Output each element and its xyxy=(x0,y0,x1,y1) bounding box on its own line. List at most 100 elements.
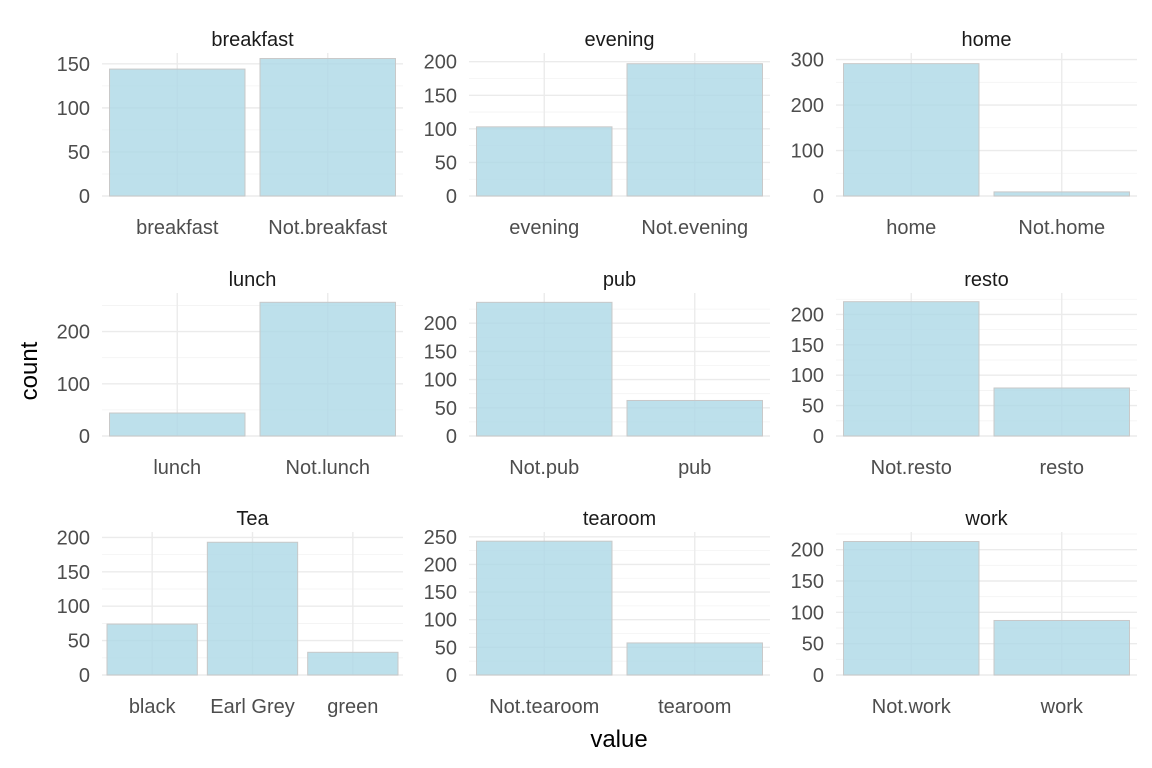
x-tick-label: work xyxy=(1040,696,1084,718)
x-tick-label: Not.lunch xyxy=(286,457,371,479)
x-tick-label: tearoom xyxy=(658,696,731,718)
y-tick-label: 0 xyxy=(446,665,457,687)
bar xyxy=(626,642,763,676)
y-tick-label: 0 xyxy=(79,665,90,687)
y-tick-label: 200 xyxy=(791,304,824,326)
x-tick-label: green xyxy=(327,696,378,718)
y-tick-label: 50 xyxy=(435,637,457,659)
facet-tearoom: 0 50 100 150 200 250 Not.tearoom tearoom tearoom xyxy=(424,508,770,718)
y-tick-label: 150 xyxy=(791,571,824,593)
bar xyxy=(843,301,980,437)
bar xyxy=(843,63,980,197)
y-tick-label: 0 xyxy=(79,426,90,448)
y-tick-label: 150 xyxy=(424,582,457,604)
x-tick-label: resto xyxy=(1040,457,1084,479)
facet-breakfast: 0 50 100 150 breakfast Not.breakfast breakfast xyxy=(57,29,403,239)
x-tick-label: Not.tearoom xyxy=(489,696,599,718)
y-tick-label: 150 xyxy=(57,562,90,584)
y-tick-label: 200 xyxy=(791,95,824,117)
facet-title: breakfast xyxy=(211,29,294,51)
y-tick-label: 0 xyxy=(446,426,457,448)
facet-title: pub xyxy=(603,269,636,291)
facet-work: 0 50 100 150 200 Not.work work work xyxy=(791,508,1137,718)
y-tick-label: 200 xyxy=(424,313,457,335)
facet-pub: 0 50 100 150 200 Not.pub pub pub xyxy=(424,269,770,479)
y-tick-label: 200 xyxy=(57,322,90,344)
bar xyxy=(993,191,1130,197)
facet-evening: 0 50 100 150 200 evening Not.evening evening xyxy=(424,29,770,239)
y-tick-label: 100 xyxy=(57,374,90,396)
x-tick-label: Not.work xyxy=(872,696,952,718)
y-tick-label: 100 xyxy=(57,98,90,120)
y-tick-label: 150 xyxy=(791,335,824,357)
y-tick-label: 50 xyxy=(802,396,824,418)
x-axis-title: value xyxy=(590,726,647,753)
facet-home: 0 100 200 300 home Not.home home xyxy=(791,29,1137,239)
y-tick-label: 250 xyxy=(424,527,457,549)
y-tick-label: 100 xyxy=(791,602,824,624)
bar xyxy=(476,540,613,676)
facet-title: evening xyxy=(584,29,654,51)
facet-title: home xyxy=(961,29,1011,51)
x-tick-label: evening xyxy=(509,217,579,239)
x-tick-label: Not.resto xyxy=(871,457,952,479)
facet-tea: 0 50 100 150 200 black Earl Grey green Tea xyxy=(57,508,403,718)
y-tick-label: 100 xyxy=(424,610,457,632)
y-tick-label: 50 xyxy=(802,634,824,656)
bar xyxy=(626,399,763,437)
y-axis-title: count xyxy=(16,341,43,400)
y-tick-label: 0 xyxy=(813,186,824,208)
y-tick-label: 0 xyxy=(79,186,90,208)
y-tick-label: 0 xyxy=(813,426,824,448)
x-tick-label: black xyxy=(129,696,177,718)
x-tick-label: Not.breakfast xyxy=(268,217,387,239)
x-tick-label: home xyxy=(886,217,936,239)
bar xyxy=(259,301,396,437)
facet-panels: 0 50 100 150 breakfast Not.breakfast breakfast… xyxy=(57,29,1137,718)
x-tick-label: Not.pub xyxy=(509,457,579,479)
bar xyxy=(109,412,246,437)
x-tick-label: breakfast xyxy=(136,217,219,239)
y-tick-label: 200 xyxy=(791,540,824,562)
y-tick-label: 50 xyxy=(435,152,457,174)
y-tick-label: 200 xyxy=(424,554,457,576)
bar xyxy=(476,126,613,197)
bar xyxy=(626,63,763,197)
x-tick-label: Not.evening xyxy=(641,217,748,239)
y-tick-label: 150 xyxy=(424,85,457,107)
y-tick-label: 200 xyxy=(424,52,457,74)
y-tick-label: 50 xyxy=(68,142,90,164)
facet-title: lunch xyxy=(229,269,277,291)
y-tick-label: 0 xyxy=(813,665,824,687)
bar xyxy=(476,301,613,437)
x-tick-label: Not.home xyxy=(1018,217,1105,239)
y-tick-label: 100 xyxy=(791,365,824,387)
bar xyxy=(109,68,246,197)
bar xyxy=(206,541,299,676)
bar xyxy=(993,619,1130,676)
facet-title: Tea xyxy=(236,508,269,530)
y-tick-label: 50 xyxy=(68,631,90,653)
y-tick-label: 0 xyxy=(446,186,457,208)
y-tick-label: 100 xyxy=(791,141,824,163)
y-tick-label: 300 xyxy=(791,50,824,72)
y-tick-label: 150 xyxy=(57,54,90,76)
bar xyxy=(993,387,1130,437)
bar xyxy=(843,541,980,676)
x-tick-label: lunch xyxy=(153,457,201,479)
x-tick-label: Earl Grey xyxy=(210,696,294,718)
y-tick-label: 150 xyxy=(424,341,457,363)
facet-resto: 0 50 100 150 200 Not.resto resto resto xyxy=(791,269,1137,479)
bar xyxy=(259,58,396,197)
facet-lunch: 0 100 200 lunch Not.lunch lunch xyxy=(57,269,403,479)
y-tick-label: 100 xyxy=(424,370,457,392)
bar xyxy=(307,651,399,676)
facet-title: tearoom xyxy=(583,508,656,530)
facet-title: resto xyxy=(964,269,1008,291)
y-tick-label: 100 xyxy=(57,596,90,618)
bar xyxy=(106,623,198,676)
facet-title: work xyxy=(964,508,1008,530)
x-tick-label: pub xyxy=(678,457,711,479)
y-tick-label: 200 xyxy=(57,527,90,549)
